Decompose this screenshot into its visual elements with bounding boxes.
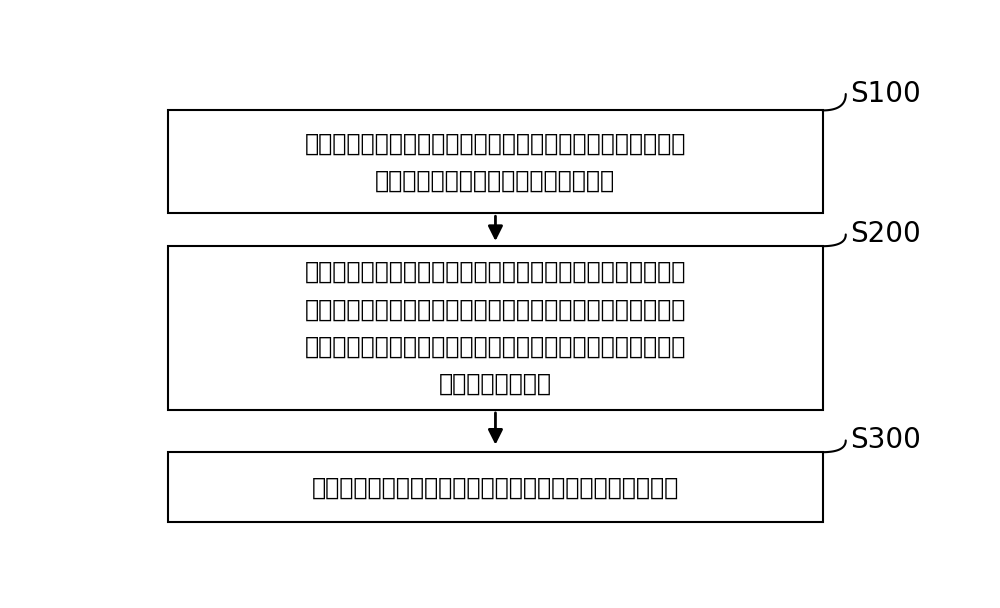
FancyBboxPatch shape (168, 452, 822, 522)
FancyBboxPatch shape (168, 246, 822, 410)
Text: 根据校正后的异常井段数据得到校正后的地层俘获截面曲线: 根据校正后的异常井段数据得到校正后的地层俘获截面曲线 (311, 475, 679, 499)
Text: 建立地层俘获截面的蒙特卡罗计算模型，根据蒙特卡罗计算模
型分析出地层俘获截面获取的影响因素: 建立地层俘获截面的蒙特卡罗计算模型，根据蒙特卡罗计算模 型分析出地层俘获截面获取… (304, 131, 686, 193)
Text: 获取实际井资料以及已有裸井资料中的标志层的俘获截面曲线
，根据所述标志层的俘获截面曲线选出实际井中的异常井段，
并对异常井段中的影响因素进行校正，其中，所述标志: 获取实际井资料以及已有裸井资料中的标志层的俘获截面曲线 ，根据所述标志层的俘获截… (304, 260, 686, 396)
FancyBboxPatch shape (168, 111, 822, 213)
Text: S100: S100 (850, 80, 920, 108)
Text: S200: S200 (850, 221, 920, 249)
Text: S300: S300 (850, 426, 920, 454)
